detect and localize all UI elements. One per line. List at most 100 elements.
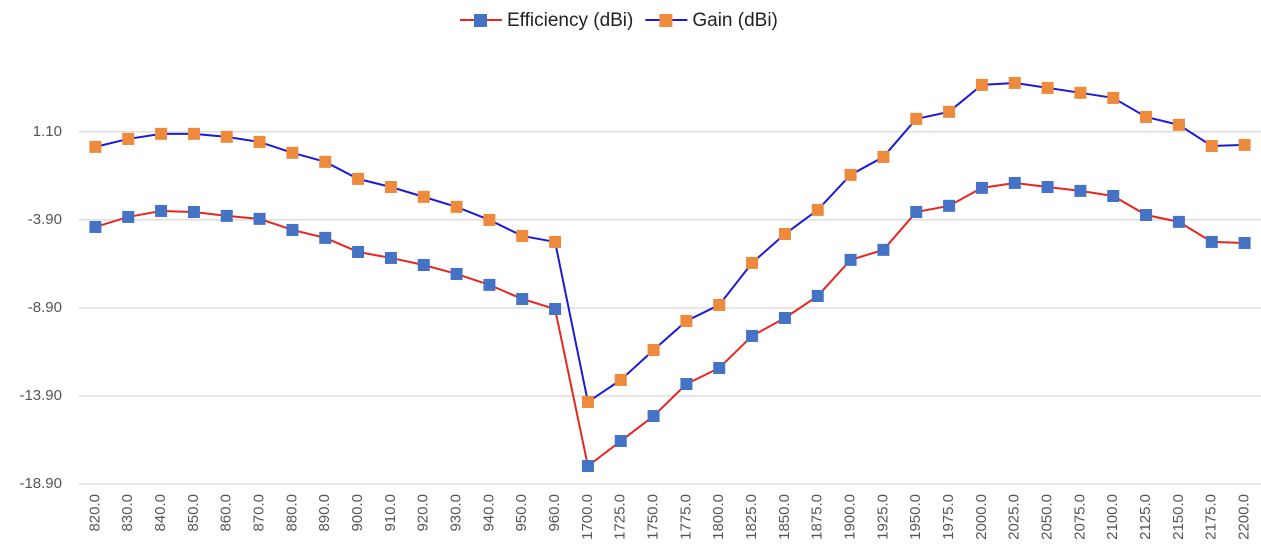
marker [778,311,791,324]
marker [319,155,332,168]
x-tick-label: 1750.0 [645,494,662,540]
marker [844,168,857,181]
marker [549,235,562,248]
marker [581,460,594,473]
marker [516,292,529,305]
marker [844,253,857,266]
marker [253,212,266,225]
marker [220,130,233,143]
marker [1140,110,1153,123]
x-tick-label: 1800.0 [710,494,727,540]
marker [975,78,988,91]
x-tick-label: 2075.0 [1071,494,1088,540]
x-tick-label: 840.0 [152,494,169,532]
marker [286,223,299,236]
x-tick-label: 1875.0 [809,494,826,540]
marker [680,378,693,391]
x-tick-label: 2150.0 [1170,494,1187,540]
x-tick-label: 870.0 [251,494,268,532]
marker [1172,118,1185,131]
marker [1074,86,1087,99]
x-tick-label: 1725.0 [612,494,629,540]
marker [450,267,463,280]
marker [1008,76,1021,89]
x-tick-label: 830.0 [119,494,136,532]
x-tick-label: 880.0 [283,494,300,532]
marker [614,373,627,386]
marker [89,220,102,233]
marker [680,314,693,327]
marker [417,190,430,203]
x-tick-label: 920.0 [415,494,432,532]
x-tick-label: 930.0 [448,494,465,532]
marker [253,135,266,148]
legend-marker [474,14,487,27]
x-tick-label: 1925.0 [874,494,891,540]
marker [713,298,726,311]
marker [746,256,759,269]
marker [122,132,135,145]
x-tick-label: 2050.0 [1039,494,1056,540]
marker [1238,138,1251,151]
marker [1205,139,1218,152]
marker [746,329,759,342]
marker [1107,91,1120,104]
x-tick-label: 1900.0 [842,494,859,540]
series-line [95,81,1245,404]
marker [187,127,200,140]
marker [614,435,627,448]
marker [384,251,397,264]
marker [483,213,496,226]
series-line [95,181,1245,468]
marker [352,172,365,185]
marker [778,228,791,241]
x-tick-label: 960.0 [546,494,563,532]
marker [1140,208,1153,221]
marker [811,289,824,302]
marker [1205,235,1218,248]
y-tick-label: -13.90 [19,387,62,404]
x-tick-label: 940.0 [480,494,497,532]
marker [581,395,594,408]
legend-label: Gain (dBi) [692,10,778,31]
y-tick-label: -18.90 [19,475,62,492]
legend-label: Efficiency (dBi) [507,10,633,31]
marker [1238,236,1251,249]
marker [286,146,299,159]
x-tick-label: 850.0 [185,494,202,532]
x-tick-label: 1825.0 [743,494,760,540]
x-tick-label: 1700.0 [579,494,596,540]
x-tick-label: 890.0 [316,494,333,532]
marker [352,245,365,258]
marker [811,203,824,216]
marker [122,210,135,223]
marker [877,243,890,256]
marker [877,150,890,163]
marker [220,209,233,222]
marker [943,199,956,212]
x-tick-label: 2100.0 [1104,494,1121,540]
x-tick-label: 1950.0 [907,494,924,540]
marker [187,206,200,219]
x-tick-label: 2125.0 [1137,494,1154,540]
marker [516,229,529,242]
x-tick-label: 1775.0 [677,494,694,540]
marker [910,206,923,219]
x-tick-label: 860.0 [218,494,235,532]
legend-marker [659,14,673,27]
marker [713,361,726,374]
marker [155,204,168,217]
x-tick-label: 2200.0 [1236,494,1253,540]
x-tick-label: 2025.0 [1006,494,1023,540]
y-tick-label: 1.10 [33,123,62,140]
marker [647,344,660,357]
x-tick-label: 820.0 [86,494,103,532]
x-tick-label: 2000.0 [973,494,990,540]
marker [384,181,397,194]
marker [1074,184,1087,197]
y-tick-label: -8.90 [28,299,62,316]
marker [483,278,496,291]
x-tick-label: 910.0 [382,494,399,532]
marker [975,181,988,194]
